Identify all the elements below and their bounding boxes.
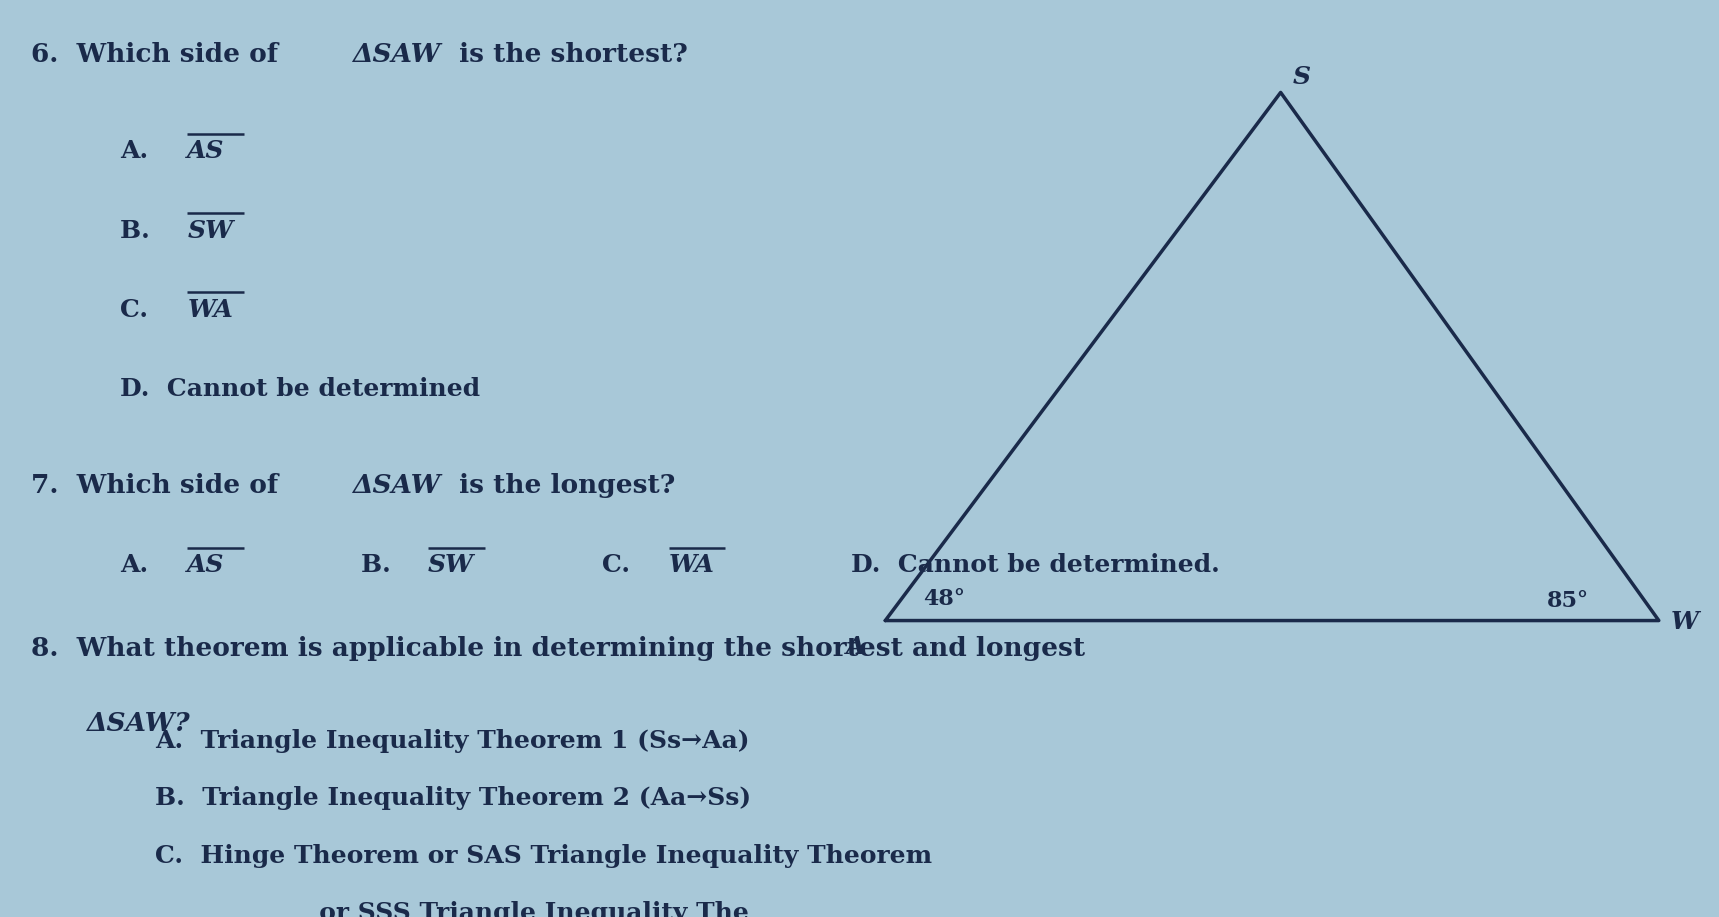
Text: A.: A. xyxy=(120,139,167,163)
Text: B.  Triangle Inequality Theorem 2 (Aa→Ss): B. Triangle Inequality Theorem 2 (Aa→Ss) xyxy=(155,787,751,811)
Text: B.: B. xyxy=(361,553,407,577)
Text: D.  Cannot be determined.: D. Cannot be determined. xyxy=(851,553,1220,577)
Text: C.: C. xyxy=(120,298,165,322)
Text: C.: C. xyxy=(602,553,646,577)
Text: SW: SW xyxy=(428,553,474,577)
Text: A: A xyxy=(846,635,865,659)
Text: 48°: 48° xyxy=(923,588,964,610)
Text: 85°: 85° xyxy=(1547,591,1590,613)
Text: is the longest?: is the longest? xyxy=(450,473,676,498)
Text: WA: WA xyxy=(187,298,234,322)
Text: ΔSAW: ΔSAW xyxy=(352,473,440,498)
Text: AS: AS xyxy=(187,139,225,163)
Text: A.: A. xyxy=(120,553,167,577)
Text: 6.  Which side of: 6. Which side of xyxy=(31,41,287,67)
Text: 8.  What theorem is applicable in determining the shortest and longest: 8. What theorem is applicable in determi… xyxy=(31,635,1085,661)
Text: W: W xyxy=(1671,611,1698,635)
Text: A.  Triangle Inequality Theorem 1 (Ss→Aa): A. Triangle Inequality Theorem 1 (Ss→Aa) xyxy=(155,729,749,753)
Text: WA: WA xyxy=(669,553,715,577)
Text: ΔSAW: ΔSAW xyxy=(352,41,440,67)
Text: ΔSAW?: ΔSAW? xyxy=(86,711,189,735)
Text: B.: B. xyxy=(120,218,167,243)
Text: C.  Hinge Theorem or SAS Triangle Inequality Theorem: C. Hinge Theorem or SAS Triangle Inequal… xyxy=(155,844,932,867)
Text: S: S xyxy=(1293,64,1310,89)
Text: AS: AS xyxy=(187,553,225,577)
Text: 7.  Which side of: 7. Which side of xyxy=(31,473,287,498)
Text: SW: SW xyxy=(187,218,234,243)
Text: is the shortest?: is the shortest? xyxy=(450,41,688,67)
Text: D.  Cannot be determined: D. Cannot be determined xyxy=(120,377,480,401)
Text: or SSS Triangle Inequality The: or SSS Triangle Inequality The xyxy=(258,900,749,917)
